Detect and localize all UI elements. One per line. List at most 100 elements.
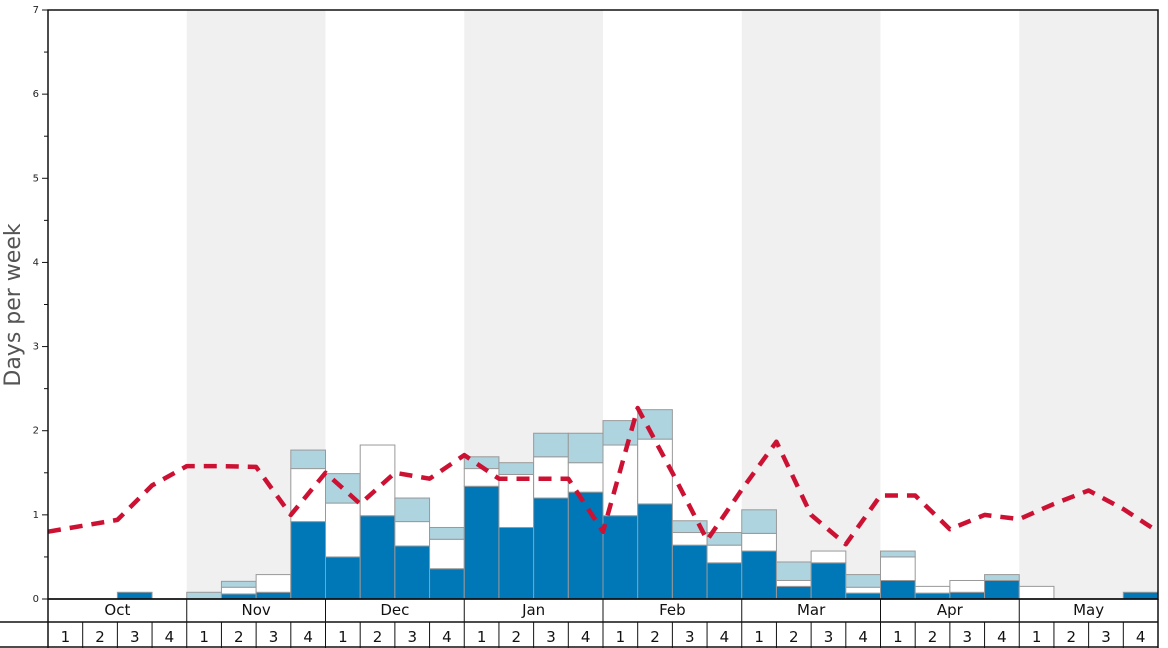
bar-segment-light <box>567 432 604 464</box>
bar-segment-light <box>602 420 639 446</box>
bar-segment-white <box>914 585 951 594</box>
bar-segment-light <box>533 432 569 458</box>
week-label: 1 <box>893 628 903 646</box>
bar-segment-white <box>706 544 743 564</box>
y-tick-label: 1 <box>33 510 39 521</box>
bar-segment-dark <box>914 592 951 600</box>
bar-segment-white <box>741 532 777 552</box>
week-label: 3 <box>685 628 695 646</box>
bar-segment-light <box>498 462 535 475</box>
bar-segment-white <box>325 502 361 558</box>
bar-segment-dark <box>775 585 812 600</box>
week-label: 1 <box>199 628 209 646</box>
week-label: 4 <box>442 628 452 646</box>
bar-segment-white <box>845 586 881 594</box>
week-label: 2 <box>234 628 244 646</box>
bar-segment-dark <box>671 544 708 600</box>
bar-segment-white <box>949 579 986 593</box>
y-tick-label: 7 <box>33 5 39 16</box>
week-label: 3 <box>962 628 972 646</box>
month-band <box>741 10 881 599</box>
bar-segment-dark <box>706 562 743 600</box>
week-label: 4 <box>997 628 1007 646</box>
bar-segment-dark <box>602 515 639 600</box>
bar-segment-dark <box>116 591 153 600</box>
week-label: 2 <box>650 628 660 646</box>
bar-segment-white <box>429 538 465 570</box>
bar-segment-light <box>220 580 257 588</box>
bar-segment-white <box>394 521 431 547</box>
week-label: 2 <box>789 628 799 646</box>
y-axis-label: Days per week <box>1 223 26 386</box>
bar-segment-white <box>880 556 916 581</box>
bars <box>116 409 1159 600</box>
bar-segment-dark <box>359 515 396 600</box>
bar-segment-light <box>984 574 1020 581</box>
week-label: 1 <box>338 628 348 646</box>
bar-segment-light <box>880 550 916 558</box>
bar-segment-dark <box>567 491 604 600</box>
week-label: 1 <box>754 628 764 646</box>
bar-segment-dark <box>498 526 535 600</box>
y-tick-label: 4 <box>33 257 39 268</box>
bar-segment-light <box>775 561 812 581</box>
bar-segment-light <box>845 574 881 588</box>
week-label: 3 <box>546 628 556 646</box>
week-label: 3 <box>824 628 834 646</box>
week-label: 2 <box>1067 628 1077 646</box>
week-label: 1 <box>616 628 626 646</box>
bar-segment-light <box>394 497 431 523</box>
bar-segment-white <box>463 468 500 487</box>
month-label: Dec <box>380 601 409 619</box>
bar-segment-dark <box>880 579 916 600</box>
bar-segment-white <box>220 586 257 595</box>
bar-segment-dark <box>220 593 257 600</box>
bar-segment-dark <box>255 591 292 600</box>
y-tick-label: 0 <box>33 594 39 605</box>
bar-segment-dark <box>533 497 569 600</box>
bar-segment-dark <box>741 550 777 600</box>
week-label: 4 <box>165 628 175 646</box>
bar-segment-dark <box>810 562 847 600</box>
bar-segment-white <box>567 462 604 493</box>
week-label: 2 <box>928 628 938 646</box>
y-tick-label: 6 <box>33 89 39 100</box>
bar-segment-light <box>429 526 465 540</box>
week-label: 3 <box>407 628 417 646</box>
y-tick-label: 2 <box>33 426 39 437</box>
week-label: 4 <box>720 628 730 646</box>
bar-segment-white <box>1018 585 1055 600</box>
bar-segment-light <box>186 591 222 600</box>
bar-segment-dark <box>637 503 673 600</box>
bar-segment-dark <box>949 591 986 600</box>
x-axis: Oct 1 2 3 4 Nov 1 2 3 4 Dec 1 2 3 4 Jan 1 2 3 4 Feb 1 2 3 4 Mar 1 2… <box>0 598 1159 648</box>
week-label: 3 <box>1101 628 1111 646</box>
week-label: 2 <box>95 628 105 646</box>
month-bands <box>186 10 1158 599</box>
month-label: Mar <box>797 601 826 619</box>
bar-segment-white <box>810 550 847 564</box>
bar-segment-dark <box>463 485 500 600</box>
month-label: Oct <box>104 601 130 619</box>
y-tick-label: 3 <box>33 342 39 353</box>
week-label: 2 <box>373 628 383 646</box>
bar-segment-dark <box>429 568 465 600</box>
month-label: Apr <box>937 601 964 619</box>
week-label: 3 <box>269 628 279 646</box>
bar-segment-dark <box>290 521 326 600</box>
week-label: 1 <box>61 628 71 646</box>
bar-segment-light <box>671 520 708 534</box>
bar-segment-white <box>637 438 673 505</box>
week-label: 4 <box>581 628 591 646</box>
bar-segment-white <box>775 579 812 587</box>
bar-segment-dark <box>325 556 361 600</box>
week-label: 4 <box>858 628 868 646</box>
bar-segment-dark <box>984 579 1020 600</box>
month-label: Jan <box>521 601 545 619</box>
month-label: Nov <box>241 601 270 619</box>
week-label: 1 <box>477 628 487 646</box>
week-label: 4 <box>303 628 313 646</box>
bar-segment-dark <box>845 592 881 600</box>
week-label: 2 <box>512 628 522 646</box>
